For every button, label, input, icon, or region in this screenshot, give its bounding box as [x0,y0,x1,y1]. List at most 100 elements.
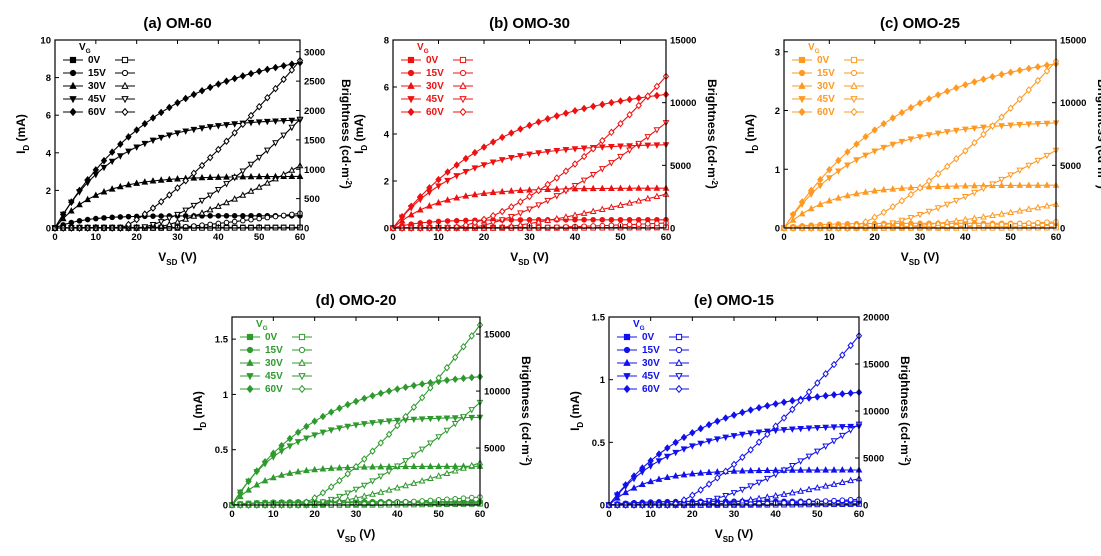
x-tick-label: 30 [524,232,535,243]
current-point [618,144,623,149]
brightness-point [890,204,895,210]
legend-header: VG [633,319,645,332]
current-point [208,175,213,180]
y2-tick-label: 10000 [863,407,889,418]
brightness-point [600,223,605,228]
current-point [681,447,686,452]
brightness-point [536,203,541,208]
brightness-point [872,214,877,220]
brightness-point [823,483,828,488]
legend-marker-filled [799,70,804,75]
current-point [648,464,653,469]
current-point [600,101,605,107]
brightness-point [420,447,425,452]
y2-tick-label: 2000 [304,106,325,117]
current-point [500,134,505,140]
current-point [85,217,90,222]
brightness-point [445,497,450,502]
brightness-point [927,178,932,184]
current-point [872,188,877,193]
current-point [296,429,301,435]
current-point [287,444,292,449]
current-point [77,219,82,224]
current-point [806,467,811,472]
x-axis-label: VSD (V) [715,527,753,544]
current-point [890,115,895,121]
current-point [454,195,459,200]
legend-label: 60V [88,107,106,118]
current-point [572,147,577,152]
current-point [463,156,468,162]
brightness-point [469,495,474,500]
y-tick-label: 10 [40,36,51,47]
brightness-point [572,212,577,217]
brightness-point [183,208,188,213]
legend-header-sub: G [424,48,429,55]
current-point [731,468,736,473]
brightness-point [963,217,968,222]
current-point [673,473,678,478]
current-point [609,144,614,149]
brightness-point [1017,221,1022,226]
current-point [257,68,262,74]
current-point [312,418,317,424]
current-point [1044,121,1049,126]
current-point [208,125,213,130]
legend-label: 60V [642,384,660,395]
current-point [706,422,711,428]
current-point [444,416,449,421]
current-point [665,454,670,459]
legend-label: 60V [426,107,444,118]
current-point [545,149,550,154]
current-point [199,175,204,180]
current-point [836,195,841,200]
current-point [279,472,284,477]
current-point [312,467,317,472]
current-point [1026,66,1031,72]
brightness-point [954,218,959,223]
x-tick-label: 30 [351,509,362,520]
legend-label: 30V [265,358,283,369]
current-point [436,464,441,469]
current-point [690,444,695,449]
current-point [151,214,156,219]
current-point [823,467,828,472]
current-point [329,428,334,433]
current-point [554,148,559,153]
legend-header-sub: G [640,325,645,332]
y-tick-label: 6 [46,111,51,122]
current-point [395,386,400,392]
brightness-point [353,487,358,492]
legend-marker-open [299,347,304,352]
current-point [815,394,820,400]
brightness-point [636,198,641,203]
y-tick-label: 2 [384,177,389,188]
brightness-point [798,488,803,493]
current-point [908,105,913,111]
current-point [444,464,449,469]
brightness-point [790,490,795,495]
brightness-point [609,161,614,166]
current-point [329,409,334,415]
x-tick-label: 20 [869,232,880,243]
current-point [623,490,628,495]
current-point [304,468,309,473]
legend-label: 45V [817,94,835,105]
brightness-point [999,211,1004,216]
current-point [296,440,301,445]
current-point [159,135,164,140]
current-point [872,127,877,133]
current-point [545,116,550,122]
current-point [93,193,98,198]
current-point [673,439,678,445]
current-point [427,203,432,208]
current-point [257,174,262,179]
brightness-point [781,492,786,497]
brightness-point [411,453,416,458]
brightness-point [249,217,254,222]
legend-label: 15V [88,68,106,79]
x-axis-label: VSD (V) [158,250,196,267]
current-point [387,464,392,469]
current-point [472,192,477,197]
